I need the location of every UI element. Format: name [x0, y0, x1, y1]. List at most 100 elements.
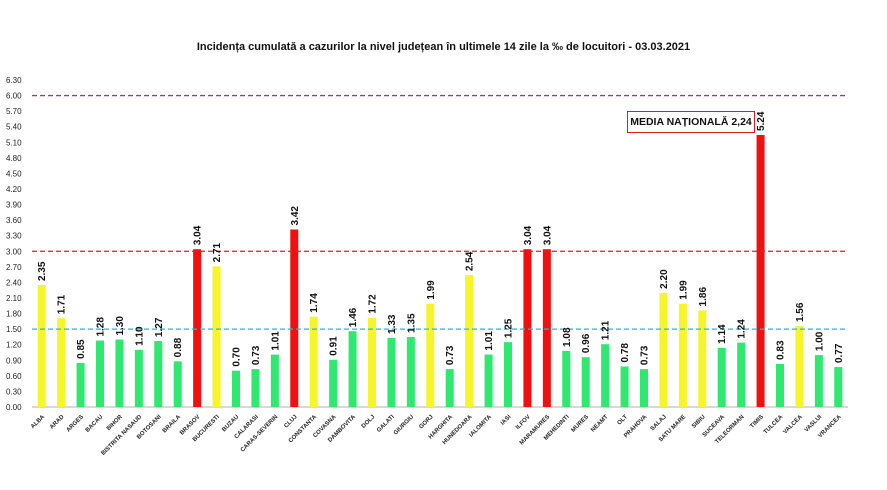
- bar: [406, 336, 415, 407]
- data-label: 1.25: [504, 318, 515, 338]
- bar: [76, 362, 85, 407]
- x-tick-label: IASI: [500, 414, 513, 427]
- x-tick-label: BIHOR: [106, 414, 124, 432]
- bar: [484, 354, 493, 407]
- x-tick-label: VALCEA: [782, 414, 804, 436]
- data-label: 2.20: [659, 269, 670, 289]
- bar: [737, 342, 746, 407]
- data-label: 0.70: [232, 347, 243, 367]
- data-label: 1.99: [678, 280, 689, 300]
- bar: [620, 366, 629, 407]
- bar: [212, 266, 221, 407]
- bar: [115, 339, 124, 407]
- bar: [504, 342, 512, 407]
- bar: [193, 249, 202, 407]
- x-tick-label: TIMIS: [749, 414, 765, 430]
- y-tick-label: 0.60: [6, 372, 22, 381]
- y-tick-label: 5.40: [6, 123, 22, 132]
- bar: [465, 275, 474, 407]
- bar: [387, 337, 396, 407]
- y-tick-label: 4.20: [6, 185, 22, 194]
- y-tick-label: 1.80: [6, 310, 22, 319]
- data-label: 0.83: [776, 340, 787, 360]
- bar: [134, 349, 143, 407]
- x-tick-label: GIURGIU: [393, 414, 415, 436]
- data-label: 1.33: [387, 314, 398, 334]
- bar: [37, 285, 46, 407]
- bar: [96, 340, 104, 407]
- bar: [814, 355, 823, 407]
- y-tick-label: 4.50: [6, 169, 22, 178]
- bar: [795, 326, 804, 407]
- x-tick-label: SIBIU: [691, 414, 707, 430]
- data-label: 0.78: [620, 343, 631, 363]
- data-label: 1.01: [270, 331, 281, 351]
- data-label: 2.35: [37, 261, 48, 281]
- bar: [542, 249, 551, 407]
- y-tick-label: 2.70: [6, 263, 22, 272]
- data-label: 3.04: [523, 225, 534, 245]
- data-label: 1.08: [562, 327, 573, 347]
- bar: [154, 341, 163, 407]
- x-tick-label: CARAS-SEVERIN: [240, 414, 279, 453]
- bar: [776, 363, 784, 407]
- y-tick-label: 1.20: [6, 341, 22, 350]
- bar: [173, 361, 182, 407]
- data-label: 0.73: [445, 345, 456, 365]
- national-average-annotation: MEDIA NAȚIONALĂ 2,24: [627, 111, 755, 133]
- x-tick-label: TULCEA: [763, 414, 785, 436]
- data-label: 1.14: [717, 324, 728, 344]
- data-label: 1.28: [96, 317, 107, 337]
- data-label: 1.27: [154, 317, 165, 337]
- y-tick-label: 5.70: [6, 107, 22, 116]
- data-label: 1.46: [348, 307, 359, 327]
- bar: [698, 310, 707, 407]
- bar: [232, 370, 240, 407]
- bar: [290, 229, 299, 407]
- data-label: 0.73: [640, 345, 651, 365]
- y-tick-label: 0.30: [6, 387, 22, 396]
- x-tick-label: OLT: [617, 414, 630, 427]
- bar: [562, 350, 571, 407]
- data-label: 0.73: [251, 345, 262, 365]
- bar: [57, 318, 66, 407]
- data-label: 1.30: [115, 316, 126, 336]
- x-tick-label: BUZAU: [221, 414, 240, 433]
- data-label: 3.42: [290, 206, 301, 226]
- y-tick-label: 1.50: [6, 325, 22, 334]
- data-label: 5.24: [756, 111, 767, 131]
- bar: [601, 344, 610, 407]
- data-label: 2.54: [465, 251, 476, 271]
- data-label: 0.88: [173, 337, 184, 357]
- bar: [329, 359, 338, 407]
- bar: [756, 135, 765, 407]
- x-tick-label: DOLJ: [361, 414, 377, 430]
- x-tick-label: CLUJ: [283, 414, 298, 429]
- data-label: 3.04: [193, 225, 204, 245]
- bar: [309, 316, 318, 407]
- bar: [251, 369, 260, 407]
- y-tick-label: 3.90: [6, 201, 22, 210]
- data-label: 1.10: [134, 326, 145, 346]
- data-label: 1.86: [698, 287, 709, 307]
- y-tick-label: 6.00: [6, 92, 22, 101]
- bar: [445, 369, 454, 407]
- data-label: 0.77: [834, 343, 845, 363]
- chart-title: Incidența cumulată a cazurilor la nivel …: [196, 41, 691, 53]
- bar: [348, 331, 357, 407]
- y-tick-label: 3.60: [6, 216, 22, 225]
- y-tick-label: 2.40: [6, 278, 22, 287]
- data-label: 1.00: [814, 331, 825, 351]
- x-tick-label: MURES: [571, 414, 591, 434]
- data-label: 1.72: [368, 294, 379, 314]
- bar: [717, 347, 726, 407]
- bar: [678, 303, 687, 407]
- x-tick-label: BACAU: [85, 414, 105, 434]
- data-label: 1.71: [57, 294, 68, 314]
- y-tick-label: 4.80: [6, 154, 22, 163]
- bar: [581, 357, 590, 407]
- bar: [834, 367, 843, 407]
- data-label: 0.85: [76, 339, 87, 359]
- bar: [659, 292, 668, 407]
- data-label: 1.74: [309, 293, 320, 313]
